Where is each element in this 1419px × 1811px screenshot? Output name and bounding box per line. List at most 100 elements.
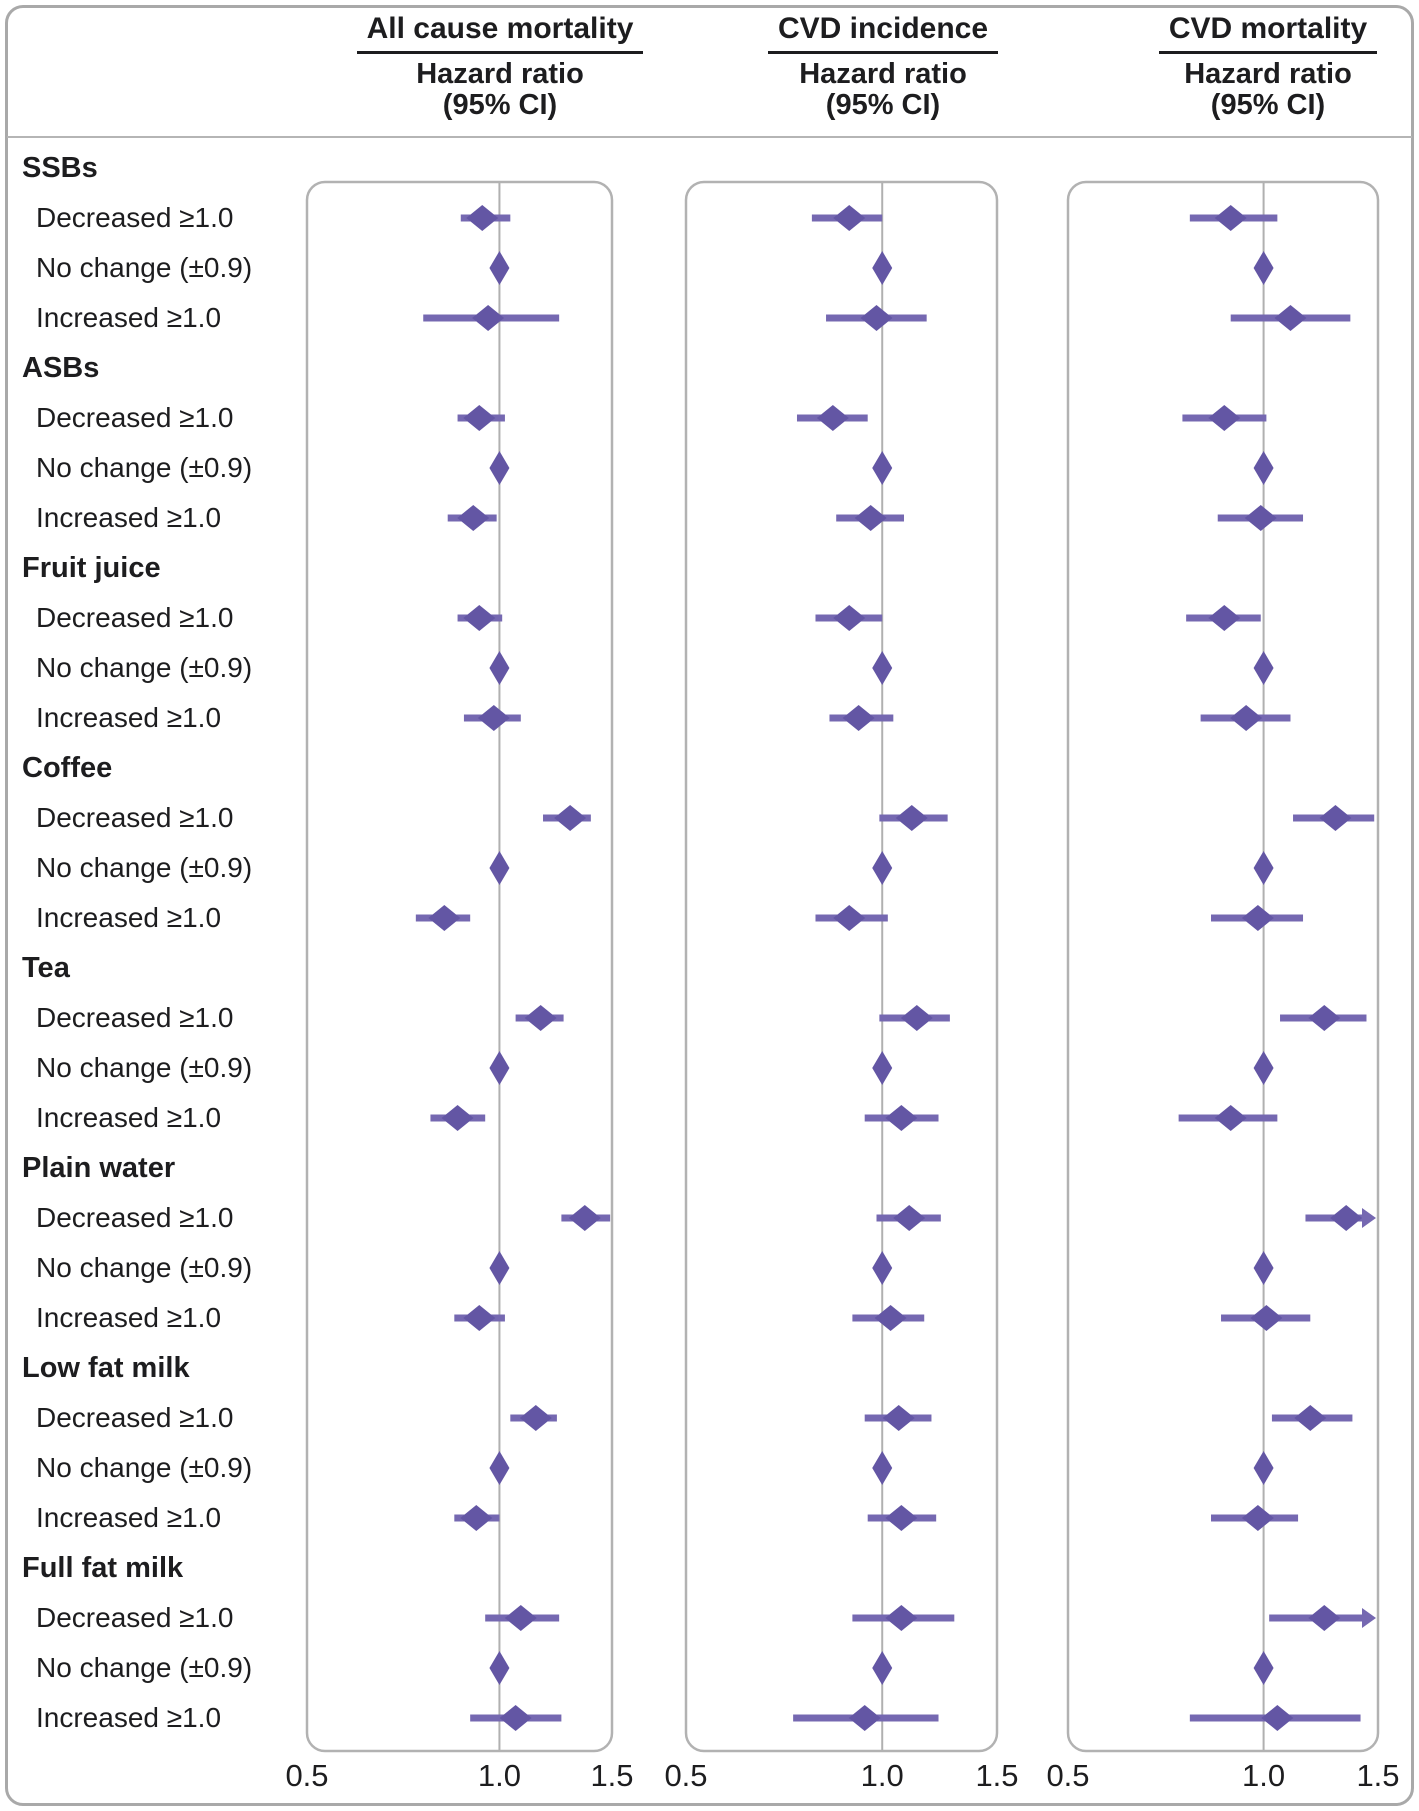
column-subtitle-ci: (95% CI) (442, 89, 558, 121)
reference-diamond (872, 1051, 893, 1085)
reference-diamond (872, 651, 893, 685)
axis-tick-label: 0.5 (285, 1758, 328, 1793)
hr-diamond (1294, 1405, 1327, 1431)
hr-diamond (1230, 705, 1263, 731)
hr-diamond (1308, 1605, 1341, 1631)
hr-diamond (1330, 1205, 1363, 1231)
reference-diamond (1253, 851, 1274, 885)
hr-diamond (1214, 205, 1247, 231)
hr-diamond (1319, 805, 1352, 831)
hr-diamond (463, 1305, 496, 1331)
hr-diamond (519, 1405, 552, 1431)
reference-diamond (1253, 1651, 1274, 1685)
column-title: CVD incidence (767, 12, 999, 54)
row-label: No change (±0.9) (36, 1652, 253, 1683)
row-label: No change (±0.9) (36, 652, 253, 683)
row-label: Increased ≥1.0 (36, 302, 222, 333)
hr-diamond (460, 1505, 493, 1531)
hr-diamond (833, 605, 866, 631)
reference-diamond (489, 1451, 510, 1485)
group-label: Full fat milk (22, 1552, 184, 1584)
ci-arrow-cap (1362, 1208, 1376, 1228)
column-subtitle-ci: (95% CI) (825, 89, 941, 121)
reference-diamond (489, 851, 510, 885)
hr-diamond (1261, 1705, 1294, 1731)
row-label: Decreased ≥1.0 (36, 802, 234, 833)
reference-diamond (489, 1051, 510, 1085)
axis-tick-label: 1.5 (590, 1758, 633, 1793)
group-label: SSBs (22, 152, 98, 184)
reference-diamond (1253, 651, 1274, 685)
column-title: CVD mortality (1158, 12, 1378, 54)
axis-tick-label: 1.5 (1356, 1758, 1399, 1793)
hr-diamond (893, 1205, 926, 1231)
axis-tick-label: 1.0 (861, 1758, 904, 1793)
hr-diamond (848, 1705, 881, 1731)
reference-diamond (1253, 1051, 1274, 1085)
hr-diamond (885, 1605, 918, 1631)
hr-diamond (900, 1005, 933, 1031)
reference-diamond (1253, 1451, 1274, 1485)
row-label: Decreased ≥1.0 (36, 402, 234, 433)
reference-diamond (872, 451, 893, 485)
hr-diamond (1244, 505, 1277, 531)
column-subtitle: Hazard ratio (1184, 58, 1352, 90)
reference-diamond (489, 451, 510, 485)
row-label: Decreased ≥1.0 (36, 1202, 234, 1233)
row-label: Increased ≥1.0 (36, 702, 222, 733)
hr-diamond (554, 805, 587, 831)
hr-diamond (860, 305, 893, 331)
header-divider (7, 136, 1412, 138)
panel-box (684, 180, 999, 1753)
row-label: Decreased ≥1.0 (36, 602, 234, 633)
hr-diamond (895, 805, 928, 831)
reference-diamond (489, 651, 510, 685)
reference-diamond (489, 251, 510, 285)
column-header-cvd-mortality: CVD mortality Hazard ratio (95% CI) (1108, 12, 1419, 121)
hr-diamond (463, 605, 496, 631)
group-label: Fruit juice (22, 552, 161, 584)
reference-diamond (872, 1451, 893, 1485)
axis-tick-label: 0.5 (1046, 1758, 1089, 1793)
column-title: All cause mortality (356, 12, 644, 54)
hr-diamond (885, 1105, 918, 1131)
row-label: No change (±0.9) (36, 1052, 253, 1083)
reference-diamond (1253, 451, 1274, 485)
reference-diamond (872, 1251, 893, 1285)
row-label: Increased ≥1.0 (36, 902, 222, 933)
hr-diamond (1250, 1305, 1283, 1331)
hr-diamond (1241, 1505, 1274, 1531)
reference-diamond (872, 851, 893, 885)
hr-diamond (499, 1705, 532, 1731)
row-label: Increased ≥1.0 (36, 1302, 222, 1333)
row-label: Increased ≥1.0 (36, 1502, 222, 1533)
hr-diamond (504, 1605, 537, 1631)
row-label: Decreased ≥1.0 (36, 1002, 234, 1033)
panel-box (1066, 180, 1380, 1753)
hr-diamond (1208, 405, 1241, 431)
hr-diamond (1241, 905, 1274, 931)
hr-diamond (885, 1505, 918, 1531)
reference-diamond (1253, 251, 1274, 285)
hr-diamond (882, 1405, 915, 1431)
group-label: ASBs (22, 352, 100, 384)
hr-diamond (833, 905, 866, 931)
hr-diamond (816, 405, 849, 431)
hr-diamond (874, 1305, 907, 1331)
reference-diamond (489, 1251, 510, 1285)
hr-diamond (463, 405, 496, 431)
reference-diamond (1253, 1251, 1274, 1285)
group-label: Plain water (22, 1152, 176, 1184)
axis-tick-label: 0.5 (664, 1758, 707, 1793)
row-label: Increased ≥1.0 (36, 502, 222, 533)
row-label: No change (±0.9) (36, 452, 253, 483)
group-label: Coffee (22, 752, 113, 784)
hr-diamond (441, 1105, 474, 1131)
hr-diamond (854, 505, 887, 531)
row-label: Decreased ≥1.0 (36, 1402, 234, 1433)
ci-arrow-cap (1362, 1608, 1376, 1628)
reference-diamond (872, 251, 893, 285)
column-header-cvd-incidence: CVD incidence Hazard ratio (95% CI) (723, 12, 1043, 121)
